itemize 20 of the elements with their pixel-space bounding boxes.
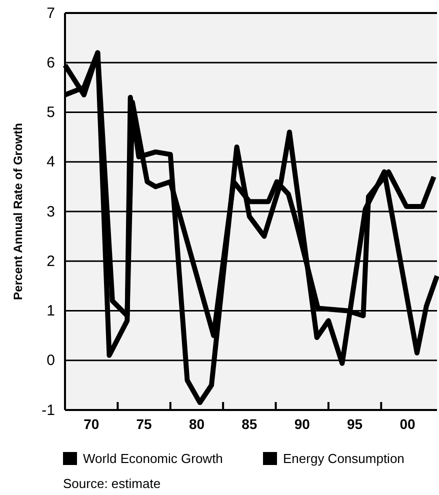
x-tick-label: 80 xyxy=(188,416,205,432)
source-note: Source: estimate xyxy=(63,476,161,491)
y-tick-label: 4 xyxy=(46,154,55,171)
x-tick-label: 95 xyxy=(347,416,363,432)
x-tick-label: 75 xyxy=(136,416,152,432)
x-tick-label: 00 xyxy=(400,416,416,432)
x-tick-label: 90 xyxy=(294,416,310,432)
y-tick-label: 6 xyxy=(46,54,55,72)
y-tick-label: 2 xyxy=(46,252,55,270)
y-tick-label: 3 xyxy=(46,203,55,220)
y-tick-label: 0 xyxy=(46,352,55,370)
x-tick-label: 85 xyxy=(242,416,258,432)
x-tick-label: 70 xyxy=(84,416,100,432)
legend-label: World Economic Growth xyxy=(83,451,223,466)
y-tick-label: 1 xyxy=(46,302,55,320)
y-tick-label: 5 xyxy=(46,104,55,122)
y-axis-title: Percent Annual Rate of Growth xyxy=(11,123,25,300)
y-tick-label: -1 xyxy=(42,402,55,419)
legend-label: Energy Consumption xyxy=(283,451,404,466)
y-tick-label: 7 xyxy=(46,4,55,22)
